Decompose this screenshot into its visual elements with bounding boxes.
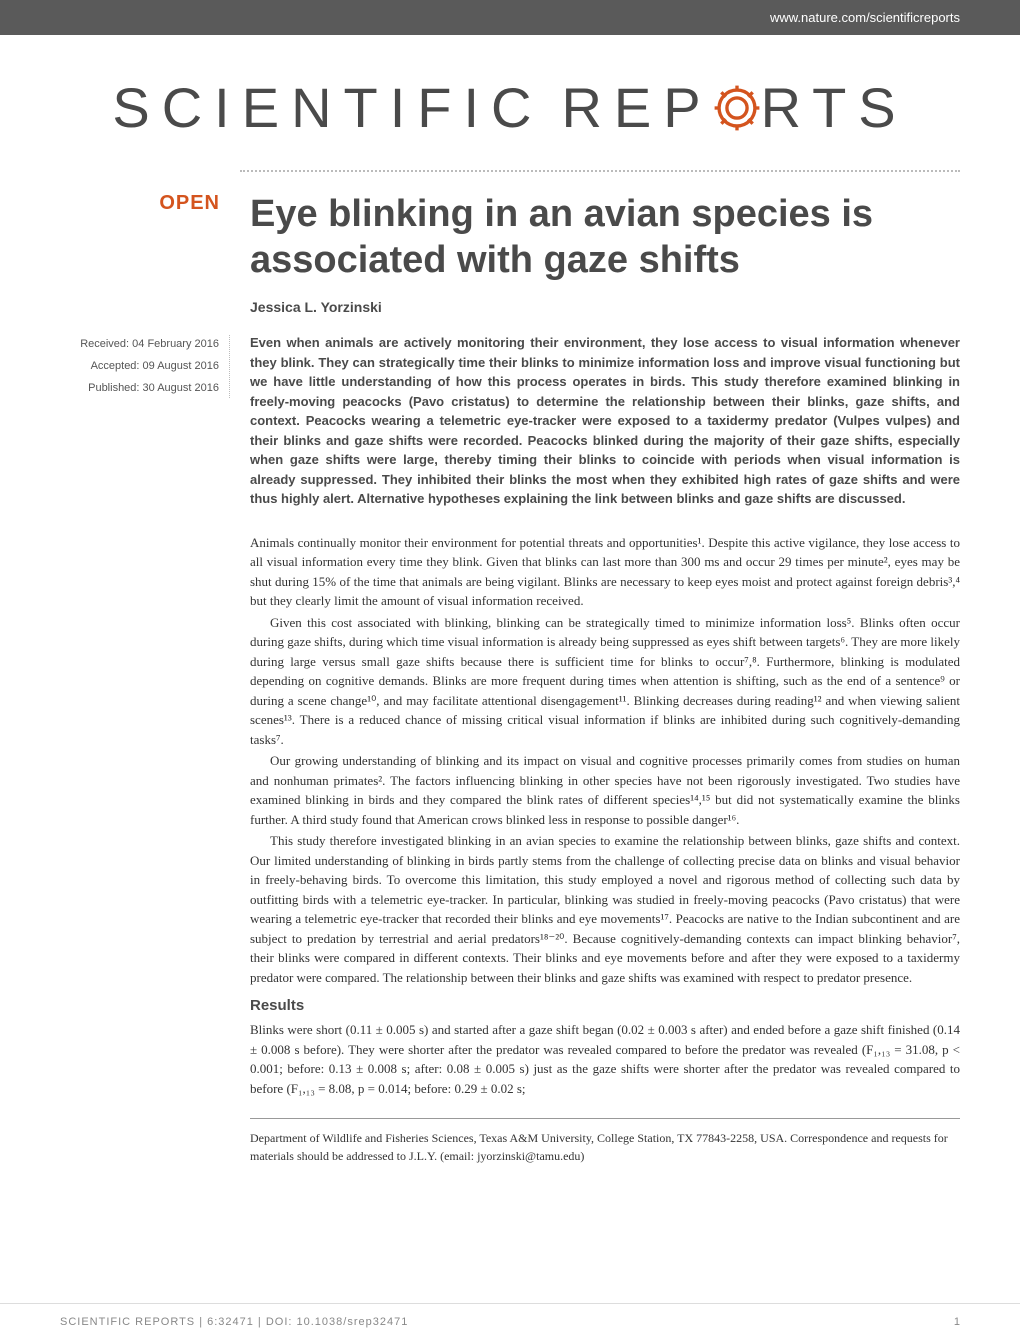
gear-icon [709, 80, 765, 136]
results-paragraph: Blinks were short (0.11 ± 0.005 s) and s… [250, 1020, 960, 1098]
logo-text: SCIENTIFIC REP RTS [112, 75, 907, 140]
footer-citation: SCIENTIFIC REPORTS | 6:32471 | DOI: 10.1… [60, 1316, 408, 1328]
date-block: Received: 04 February 2016 Accepted: 09 … [60, 335, 230, 398]
journal-url[interactable]: www.nature.com/scientificreports [770, 10, 960, 25]
body-paragraph: Animals continually monitor their enviro… [250, 533, 960, 611]
body-paragraph: Given this cost associated with blinking… [250, 613, 960, 750]
accepted-date: Accepted: 09 August 2016 [60, 357, 219, 377]
logo-part-3: RTS [761, 75, 908, 140]
main-column: Eye blinking in an avian species is asso… [240, 192, 960, 1165]
content-wrap: OPEN Received: 04 February 2016 Accepted… [0, 192, 1020, 1165]
logo-part-2: REP [561, 75, 712, 140]
footer: SCIENTIFIC REPORTS | 6:32471 | DOI: 10.1… [0, 1303, 1020, 1340]
body-paragraph: This study therefore investigated blinki… [250, 831, 960, 987]
affiliation-block: Department of Wildlife and Fisheries Sci… [250, 1118, 960, 1165]
published-date: Published: 30 August 2016 [60, 379, 219, 399]
abstract: Even when animals are actively monitorin… [250, 333, 960, 509]
open-access-badge: OPEN [60, 192, 220, 215]
divider [240, 170, 960, 172]
left-column: OPEN Received: 04 February 2016 Accepted… [60, 192, 240, 1165]
received-date: Received: 04 February 2016 [60, 335, 219, 355]
results-heading: Results [250, 997, 960, 1014]
logo-part-1: SCIENTIFIC [112, 75, 543, 140]
page-number: 1 [954, 1316, 960, 1328]
body-paragraph: Our growing understanding of blinking an… [250, 751, 960, 829]
article-title: Eye blinking in an avian species is asso… [250, 192, 960, 283]
author-name: Jessica L. Yorzinski [250, 299, 960, 315]
journal-logo: SCIENTIFIC REP RTS [0, 35, 1020, 160]
header-bar: www.nature.com/scientificreports [0, 0, 1020, 35]
